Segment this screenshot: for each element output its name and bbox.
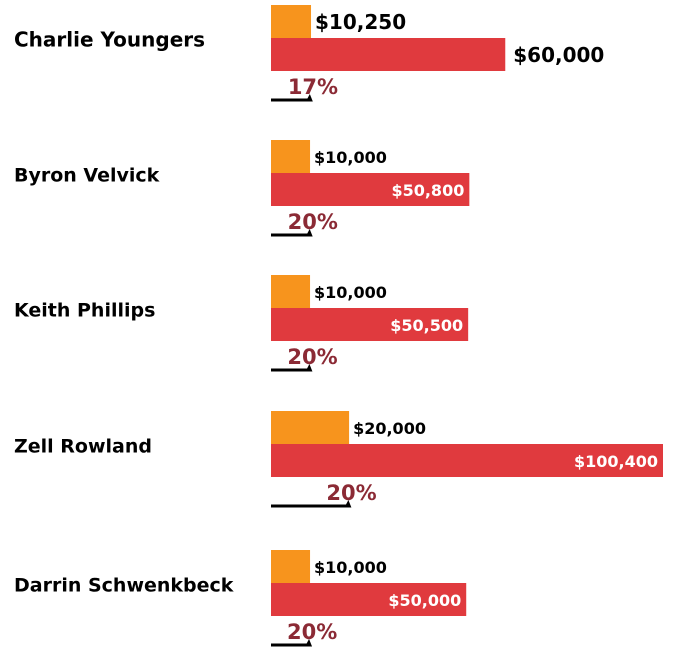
bar	[271, 38, 506, 71]
percent-line-tip	[305, 229, 313, 237]
percent-line-tip	[305, 364, 313, 372]
value-label: $60,000	[513, 43, 604, 67]
category-label: Byron Velvick	[14, 165, 160, 187]
percent-label: 20%	[326, 481, 376, 505]
bar	[271, 583, 467, 616]
value-label: $50,000	[388, 591, 461, 610]
bar	[271, 173, 470, 206]
value-label: $50,800	[391, 181, 464, 200]
value-label: $20,000	[353, 419, 426, 438]
bar	[271, 275, 311, 308]
percent-line-tip	[305, 639, 313, 647]
bar	[271, 411, 350, 444]
category-label: Charlie Youngers	[14, 28, 205, 52]
bar	[271, 308, 469, 341]
value-label: $10,000	[314, 558, 387, 577]
percent-label: 17%	[288, 75, 338, 99]
value-label: $50,500	[390, 316, 463, 335]
bar	[271, 550, 311, 583]
value-label: $10,000	[314, 148, 387, 167]
bar	[271, 140, 311, 173]
value-label: $10,000	[314, 283, 387, 302]
bar	[271, 444, 663, 477]
percent-label: 20%	[287, 620, 337, 644]
category-label: Darrin Schwenkbeck	[14, 575, 234, 597]
percent-label: 20%	[288, 210, 338, 234]
category-label: Keith Phillips	[14, 300, 155, 322]
percent-label: 20%	[287, 345, 337, 369]
category-label: Zell Rowland	[14, 436, 152, 458]
percent-line-tip	[344, 500, 352, 508]
value-label: $100,400	[574, 452, 658, 471]
bar	[271, 5, 312, 38]
value-label: $10,250	[315, 10, 406, 34]
percent-line-tip	[305, 94, 313, 102]
